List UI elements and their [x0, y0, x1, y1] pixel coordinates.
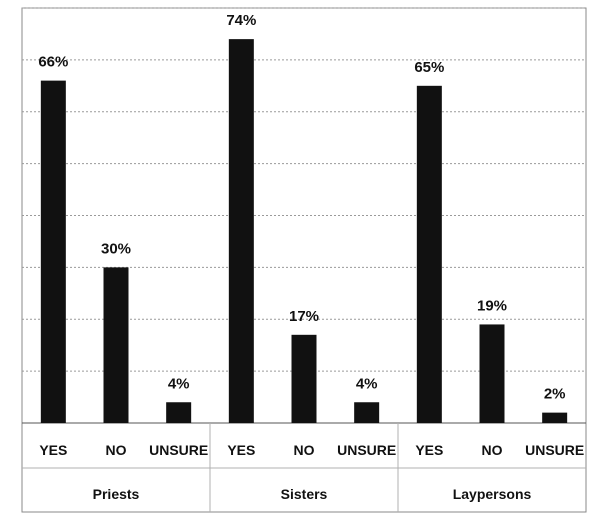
x-tick-label: NO — [106, 442, 127, 458]
x-tick-label: UNSURE — [337, 442, 396, 458]
data-label: 66% — [38, 54, 68, 71]
x-tick-label: NO — [294, 442, 315, 458]
data-label: 2% — [544, 386, 566, 403]
plot-frame — [21, 7, 587, 513]
x-tick-label: YES — [227, 442, 255, 458]
bar-sisters-yes — [228, 39, 254, 423]
bar-priests-no — [103, 267, 129, 423]
bar-laypersons-unsure — [542, 412, 568, 423]
x-tick-label: UNSURE — [525, 442, 584, 458]
bar-priests-yes — [40, 80, 66, 423]
bar-sisters-unsure — [354, 402, 380, 423]
group-label-sisters: Sisters — [281, 486, 328, 502]
data-label: 19% — [477, 297, 507, 314]
x-tick-label: YES — [415, 442, 443, 458]
x-tick-label: NO — [482, 442, 503, 458]
group-label-priests: Priests — [93, 486, 140, 502]
bar-sisters-no — [291, 334, 317, 423]
data-label: 65% — [414, 59, 444, 76]
data-label: 4% — [168, 375, 190, 392]
data-label: 4% — [356, 375, 378, 392]
x-tick-label: UNSURE — [149, 442, 208, 458]
bar-laypersons-yes — [416, 85, 442, 423]
bar-priests-unsure — [166, 402, 192, 423]
x-tick-label: YES — [39, 442, 67, 458]
data-label: 74% — [226, 12, 256, 29]
group-label-laypersons: Laypersons — [453, 486, 532, 502]
bar-laypersons-no — [479, 324, 505, 423]
data-label: 30% — [101, 240, 131, 257]
data-label: 17% — [289, 308, 319, 325]
